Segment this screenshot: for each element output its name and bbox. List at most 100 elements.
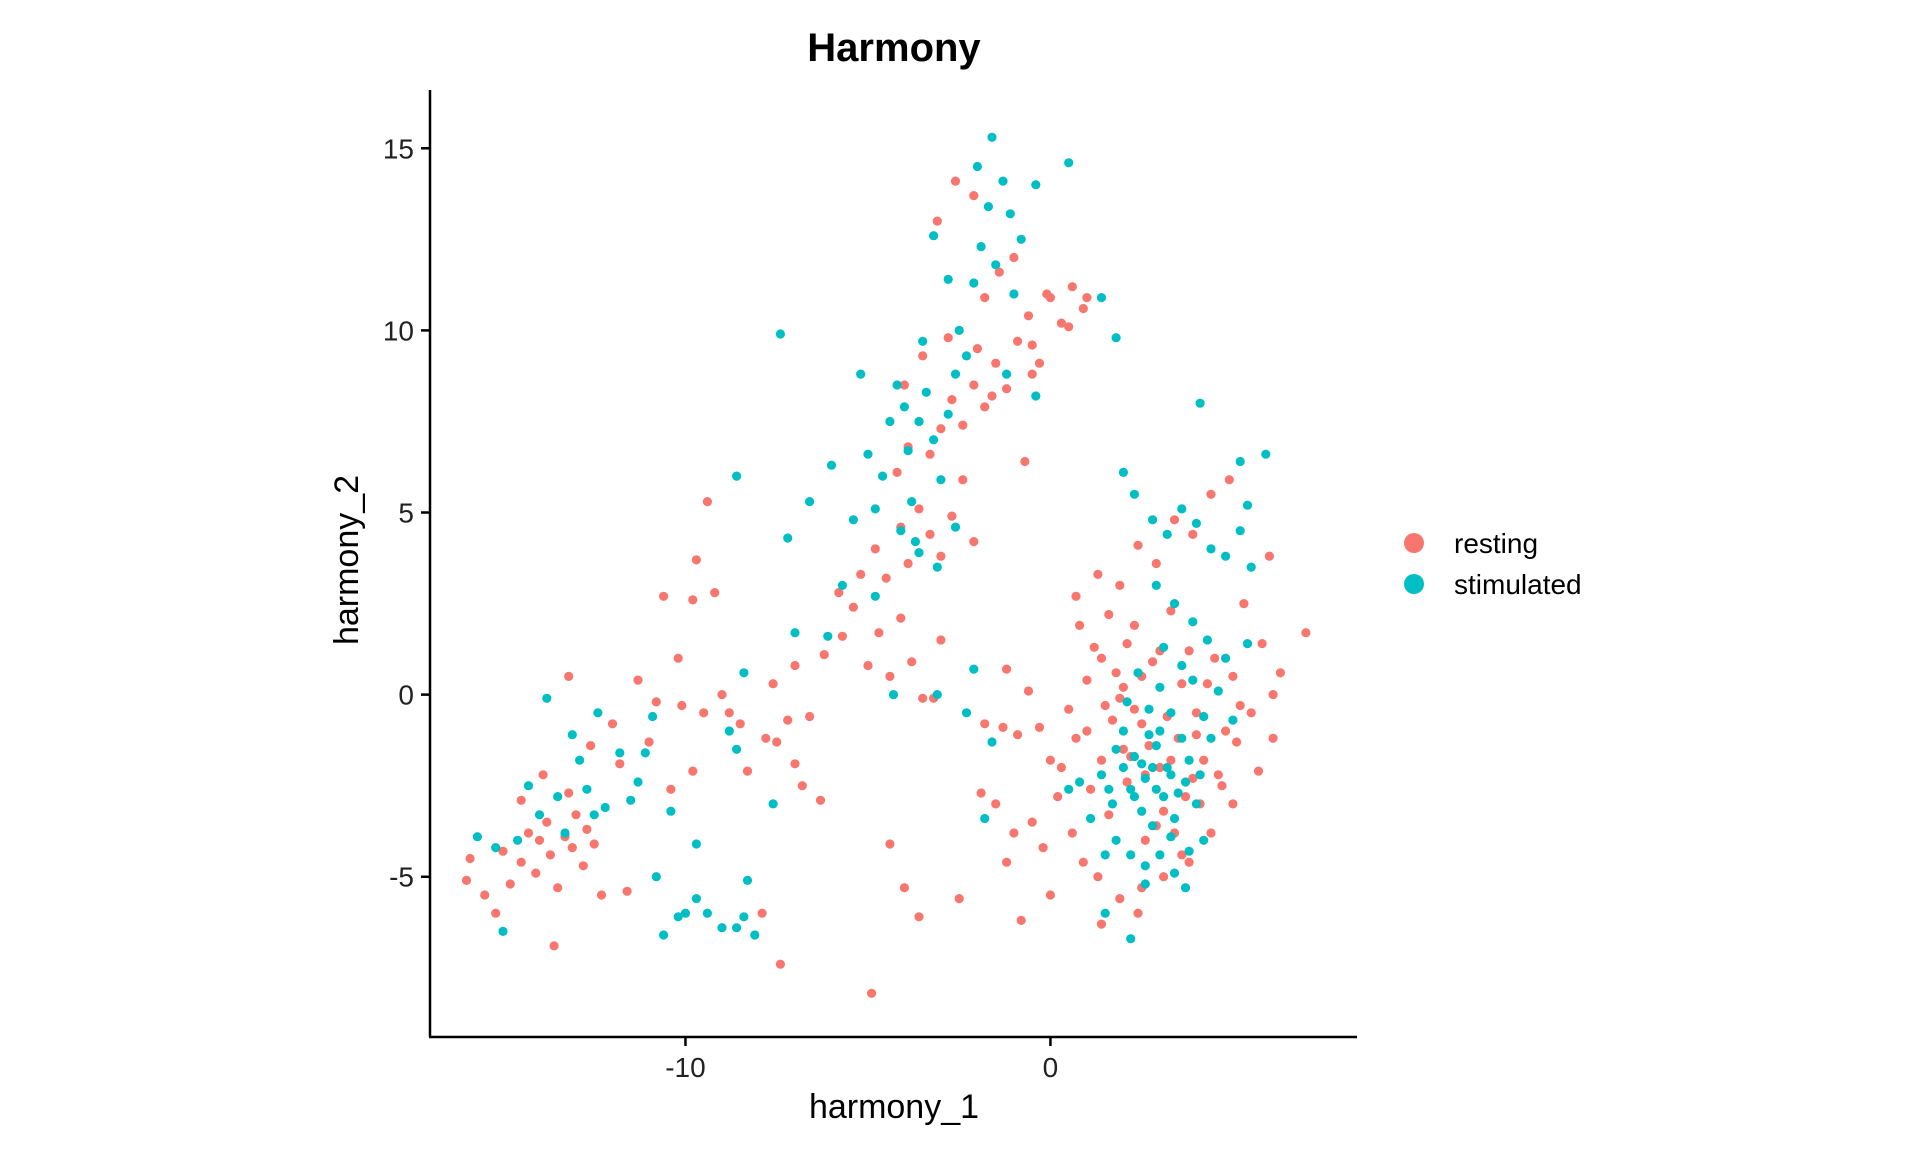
point-stimulated-42 (823, 631, 833, 641)
point-stimulated-120 (1137, 806, 1147, 816)
point-resting-72 (936, 635, 946, 645)
point-resting-3 (491, 908, 501, 918)
point-resting-177 (1016, 915, 1026, 926)
point-resting-98 (1034, 358, 1045, 368)
point-stimulated-54 (907, 497, 917, 507)
point-stimulated-129 (1144, 704, 1154, 714)
point-resting-142 (1104, 810, 1114, 820)
point-stimulated-161 (1148, 762, 1158, 773)
point-resting-79 (914, 504, 924, 514)
y-axis-label: harmony_2 (328, 475, 366, 645)
point-resting-161 (1224, 475, 1234, 485)
y-tick-label: -5 (389, 862, 414, 893)
point-resting-35 (699, 708, 709, 718)
point-stimulated-117 (1195, 770, 1205, 780)
point-stimulated-64 (969, 278, 979, 288)
point-resting-162 (1264, 551, 1274, 561)
point-stimulated-59 (936, 475, 946, 485)
point-resting-46 (772, 737, 782, 747)
point-stimulated-142 (1140, 861, 1150, 871)
point-resting-122 (1118, 744, 1128, 754)
point-stimulated-32 (691, 839, 702, 849)
point-stimulated-100 (1261, 449, 1271, 459)
point-resting-129 (1129, 620, 1139, 631)
point-resting-1 (465, 853, 475, 864)
point-resting-92 (969, 380, 979, 390)
point-stimulated-35 (739, 668, 749, 678)
point-stimulated-86 (950, 522, 961, 532)
point-resting-51 (775, 959, 786, 969)
point-resting-49 (797, 781, 807, 791)
point-stimulated-105 (1169, 599, 1180, 609)
point-stimulated-68 (998, 176, 1008, 186)
point-resting-124 (1155, 762, 1165, 773)
point-resting-189 (998, 722, 1008, 733)
point-stimulated-87 (969, 664, 979, 674)
point-resting-16 (578, 861, 588, 871)
point-stimulated-122 (1159, 792, 1169, 802)
point-stimulated-3 (513, 835, 523, 845)
point-stimulated-30 (750, 930, 760, 940)
point-resting-26 (607, 719, 618, 729)
point-stimulated-136 (1122, 697, 1132, 707)
point-resting-115 (899, 380, 910, 390)
point-resting-149 (1232, 737, 1242, 747)
point-stimulated-98 (1235, 526, 1245, 536)
y-tick-label: 10 (383, 315, 414, 346)
point-resting-93 (980, 402, 990, 412)
point-resting-90 (947, 395, 957, 405)
point-stimulated-27 (717, 923, 727, 933)
point-resting-57 (757, 908, 767, 918)
point-resting-103 (1009, 252, 1019, 263)
point-stimulated-62 (954, 325, 964, 335)
point-resting-19 (596, 890, 607, 900)
point-stimulated-143 (1155, 850, 1165, 860)
point-stimulated-155 (1140, 879, 1150, 889)
point-stimulated-49 (878, 471, 888, 481)
point-stimulated-99 (1246, 562, 1256, 572)
point-stimulated-169 (1144, 730, 1154, 740)
point-resting-21 (516, 795, 526, 805)
point-resting-187 (980, 719, 990, 729)
point-stimulated-89 (910, 537, 921, 547)
point-resting-52 (867, 988, 877, 998)
point-stimulated-5 (534, 810, 545, 820)
point-resting-108 (994, 267, 1004, 277)
point-resting-123 (1137, 719, 1147, 729)
point-resting-100 (1056, 318, 1066, 328)
point-stimulated-16 (626, 795, 636, 805)
point-resting-38 (691, 555, 702, 565)
point-resting-121 (1100, 700, 1110, 711)
point-resting-33 (673, 653, 683, 663)
point-resting-207 (1122, 639, 1132, 649)
point-resting-9 (534, 835, 545, 845)
point-stimulated-126 (1107, 799, 1118, 809)
point-resting-104 (980, 293, 990, 303)
point-stimulated-15 (615, 748, 625, 758)
point-resting-174 (1133, 908, 1143, 918)
point-stimulated-11 (582, 784, 592, 794)
point-stimulated-140 (1111, 835, 1121, 845)
point-resting-83 (958, 475, 968, 485)
point-resting-4 (498, 846, 508, 856)
point-resting-173 (1115, 894, 1125, 904)
point-resting-151 (1257, 639, 1267, 649)
point-resting-204 (1235, 700, 1245, 711)
point-resting-160 (1206, 489, 1216, 499)
point-resting-55 (914, 912, 924, 922)
x-tick-label: 0 (1043, 1052, 1059, 1083)
point-resting-183 (1078, 857, 1088, 867)
point-resting-12 (553, 883, 563, 893)
point-resting-193 (1180, 792, 1191, 802)
point-resting-109 (1027, 340, 1037, 350)
point-resting-154 (1093, 569, 1103, 580)
x-tick-label: -10 (665, 1052, 705, 1083)
point-stimulated-145 (1184, 846, 1194, 856)
point-stimulated-141 (1126, 850, 1136, 860)
point-resting-218 (1188, 773, 1198, 784)
point-resting-179 (991, 799, 1001, 809)
point-resting-186 (1009, 828, 1019, 838)
point-resting-153 (1071, 591, 1081, 601)
point-resting-105 (969, 191, 979, 201)
point-resting-139 (1013, 730, 1023, 740)
